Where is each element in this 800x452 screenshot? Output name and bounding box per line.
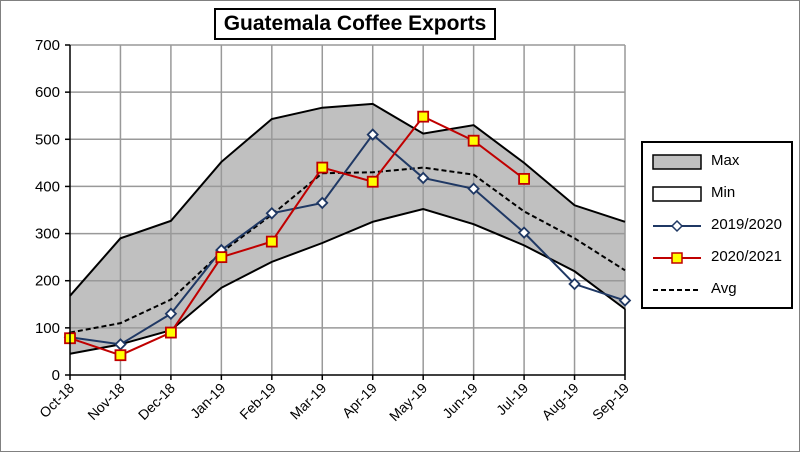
- legend-swatch-2020-2021: [653, 252, 701, 264]
- point-2019-2020-11: [618, 294, 632, 307]
- y-tick-label-600: 600: [35, 84, 60, 101]
- line-2020-2021: [69, 115, 525, 357]
- line-2019-2020: [69, 133, 626, 346]
- y-tick-label-500: 500: [35, 131, 60, 148]
- range-band: [70, 103, 625, 354]
- point-2020-2021-7: [417, 110, 430, 123]
- x-tick-label-3: Jan-19: [187, 380, 229, 422]
- point-2019-2020-8: [467, 182, 480, 196]
- x-tick-label-1: Nov-18: [84, 380, 127, 423]
- legend-label-2019-2020: 2019/2020: [711, 216, 782, 233]
- legend-swatch-min: [652, 186, 702, 202]
- x-tick-label-10: Aug-19: [538, 380, 581, 423]
- max-min-band: [70, 103, 625, 354]
- point-2019-2020-9: [517, 226, 531, 239]
- y-tick-label-300: 300: [35, 226, 60, 243]
- point-2020-2021-9: [518, 172, 530, 185]
- point-2019-2020-2: [164, 307, 178, 320]
- legend-item-avg: Avg: [651, 279, 791, 301]
- y-tick-label-700: 700: [35, 37, 60, 54]
- y-tick-label-200: 200: [35, 273, 60, 290]
- y-tick-label-0: 0: [52, 367, 60, 384]
- line-min: [69, 208, 626, 355]
- point-2020-2021-5: [316, 161, 329, 174]
- line-max: [69, 102, 626, 297]
- point-2020-2021-6: [366, 175, 379, 188]
- x-tick-label-11: Sep-19: [589, 380, 632, 423]
- legend-swatch-2019-2020: [653, 219, 701, 233]
- x-tick-label-8: Jun-19: [439, 380, 481, 422]
- legend-label-avg: Avg: [711, 280, 737, 297]
- legend-swatch-avg: [653, 289, 701, 291]
- point-2019-2020-5: [315, 196, 329, 210]
- point-2019-2020-4: [265, 207, 279, 220]
- y-tick-label-100: 100: [35, 320, 60, 337]
- point-2019-2020-7: [416, 171, 430, 185]
- point-2020-2021-8: [467, 134, 480, 147]
- x-tick-label-2: Dec-18: [135, 380, 178, 423]
- legend-label-2020-2021: 2020/2021: [711, 248, 782, 265]
- point-2019-2020-6: [366, 128, 380, 141]
- point-2019-2020-10: [568, 277, 581, 291]
- x-tick-label-9: Jul-19: [493, 380, 531, 418]
- x-tick-label-6: Apr-19: [339, 380, 380, 421]
- x-tick-label-4: Feb-19: [236, 380, 279, 423]
- legend-label-min: Min: [711, 184, 736, 201]
- legend-swatch-max: [652, 154, 702, 170]
- legend-item-min: Min: [651, 183, 791, 205]
- legend-label-max: Max: [711, 152, 740, 169]
- series-markers: [63, 110, 632, 362]
- y-tick-label-400: 400: [35, 178, 60, 195]
- point-2020-2021-4: [265, 235, 278, 248]
- x-tick-label-5: Mar-19: [287, 380, 330, 423]
- line-avg: [69, 166, 626, 334]
- point-2020-2021-1: [114, 349, 127, 362]
- x-tick-label-0: Oct-18: [36, 380, 77, 421]
- chart-title: Guatemala Coffee Exports: [214, 8, 496, 40]
- x-tick-label-7: May-19: [386, 380, 430, 424]
- series-lines: [69, 102, 626, 357]
- legend-item-max: Max: [651, 151, 791, 173]
- legend-item-2020-2021: 2020/2021: [651, 247, 791, 269]
- point-2020-2021-3: [215, 251, 228, 264]
- legend-item-2019-2020: 2019/2020: [651, 215, 791, 237]
- point-2020-2021-2: [165, 326, 177, 339]
- legend: Max Min 2019/2020 2020/2021 Avg: [641, 141, 793, 309]
